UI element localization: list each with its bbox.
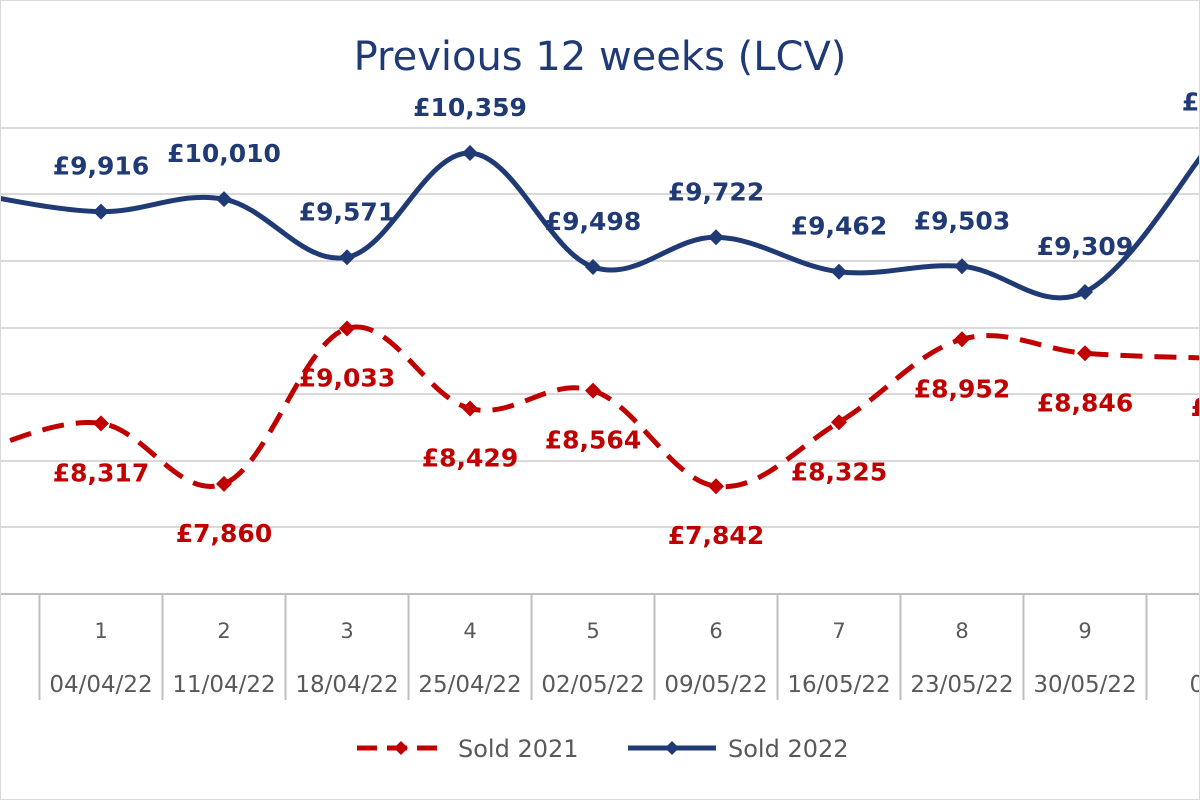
data-point-sold-2021 [585,382,601,399]
data-label-sold-2022: £9,916 [53,152,149,181]
x-tick-date-label: 09/05/22 [664,672,767,698]
data-point-sold-2022 [462,144,478,161]
data-point-sold-2021 [1077,345,1093,362]
x-tick-date-label: 16/05/22 [787,672,890,698]
data-point-sold-2022 [93,203,109,220]
data-point-sold-2022 [585,258,601,275]
data-label-sold-2022: £9,462 [791,212,887,241]
data-point-sold-2021 [954,331,970,348]
data-label-sold-2022: £9,571 [299,197,395,226]
x-tick-date-label: 23/05/22 [910,672,1013,698]
x-tick-date-label: 30/05/22 [1033,672,1136,698]
x-tick-date-label: 25/04/22 [418,672,521,698]
data-label-sold-2021: £7,860 [176,519,272,548]
data-label-sold-2021: £8,325 [791,457,887,486]
chart-title: Previous 12 weeks (LCV) [353,34,847,80]
x-tick-week-label: 8 [955,619,968,643]
legend-marker-sold-2022 [665,741,679,755]
x-tick-week-label: 4 [463,619,476,643]
data-point-sold-2021 [708,478,724,495]
x-tick-date-label: 02/05/22 [541,672,644,698]
data-point-sold-2022 [954,258,970,275]
x-tick-date-label: 06/ [1189,672,1200,698]
data-point-sold-2022 [831,263,847,280]
data-label-sold-2021: £9,033 [299,364,395,393]
x-tick-week-label: 5 [586,619,599,643]
data-label-sold-2021: £8 [1191,393,1200,422]
data-point-sold-2021 [216,475,232,492]
data-label-sold-2022: £9,722 [668,177,764,206]
data-label-sold-2022: £9,503 [914,206,1010,235]
data-label-sold-2021: £8,952 [914,374,1010,403]
legend-label-sold-2022: Sold 2022 [728,735,849,763]
x-tick-date-label: 11/04/22 [172,672,275,698]
x-tick-date-label: 18/04/22 [295,672,398,698]
x-tick-week-label: 1 [94,619,107,643]
data-label-sold-2021: £8,846 [1037,388,1133,417]
data-label-sold-2022: £9,309 [1037,232,1133,261]
x-tick-week-label: 3 [340,619,353,643]
x-tick-week-label: 9 [1078,619,1091,643]
data-point-sold-2022 [339,249,355,266]
data-point-sold-2021 [339,320,355,337]
x-tick-week-label: 2 [217,619,230,643]
data-label-sold-2022: £9,498 [545,207,641,236]
data-label-sold-2021: £7,842 [668,521,764,550]
data-point-sold-2022 [216,191,232,208]
x-tick-week-label: 7 [832,619,845,643]
x-tick-date-label: 04/04/22 [49,672,152,698]
data-point-sold-2022 [1077,283,1093,300]
data-point-sold-2021 [462,400,478,417]
data-label-sold-2022: £10,359 [413,93,527,122]
data-label-sold-2022: £10 [1182,88,1200,117]
legend-marker-sold-2021 [394,741,408,755]
data-label-sold-2022: £10,010 [167,139,281,168]
data-point-sold-2022 [708,229,724,246]
data-label-sold-2021: £8,564 [545,426,641,455]
data-label-sold-2021: £8,429 [422,444,518,473]
series-line-sold-2021 [0,324,1200,490]
legend-label-sold-2021: Sold 2021 [458,735,579,763]
data-point-sold-2021 [831,414,847,431]
data-point-sold-2021 [93,415,109,432]
x-tick-week-label: 6 [709,619,722,643]
data-label-sold-2021: £8,317 [53,458,149,487]
